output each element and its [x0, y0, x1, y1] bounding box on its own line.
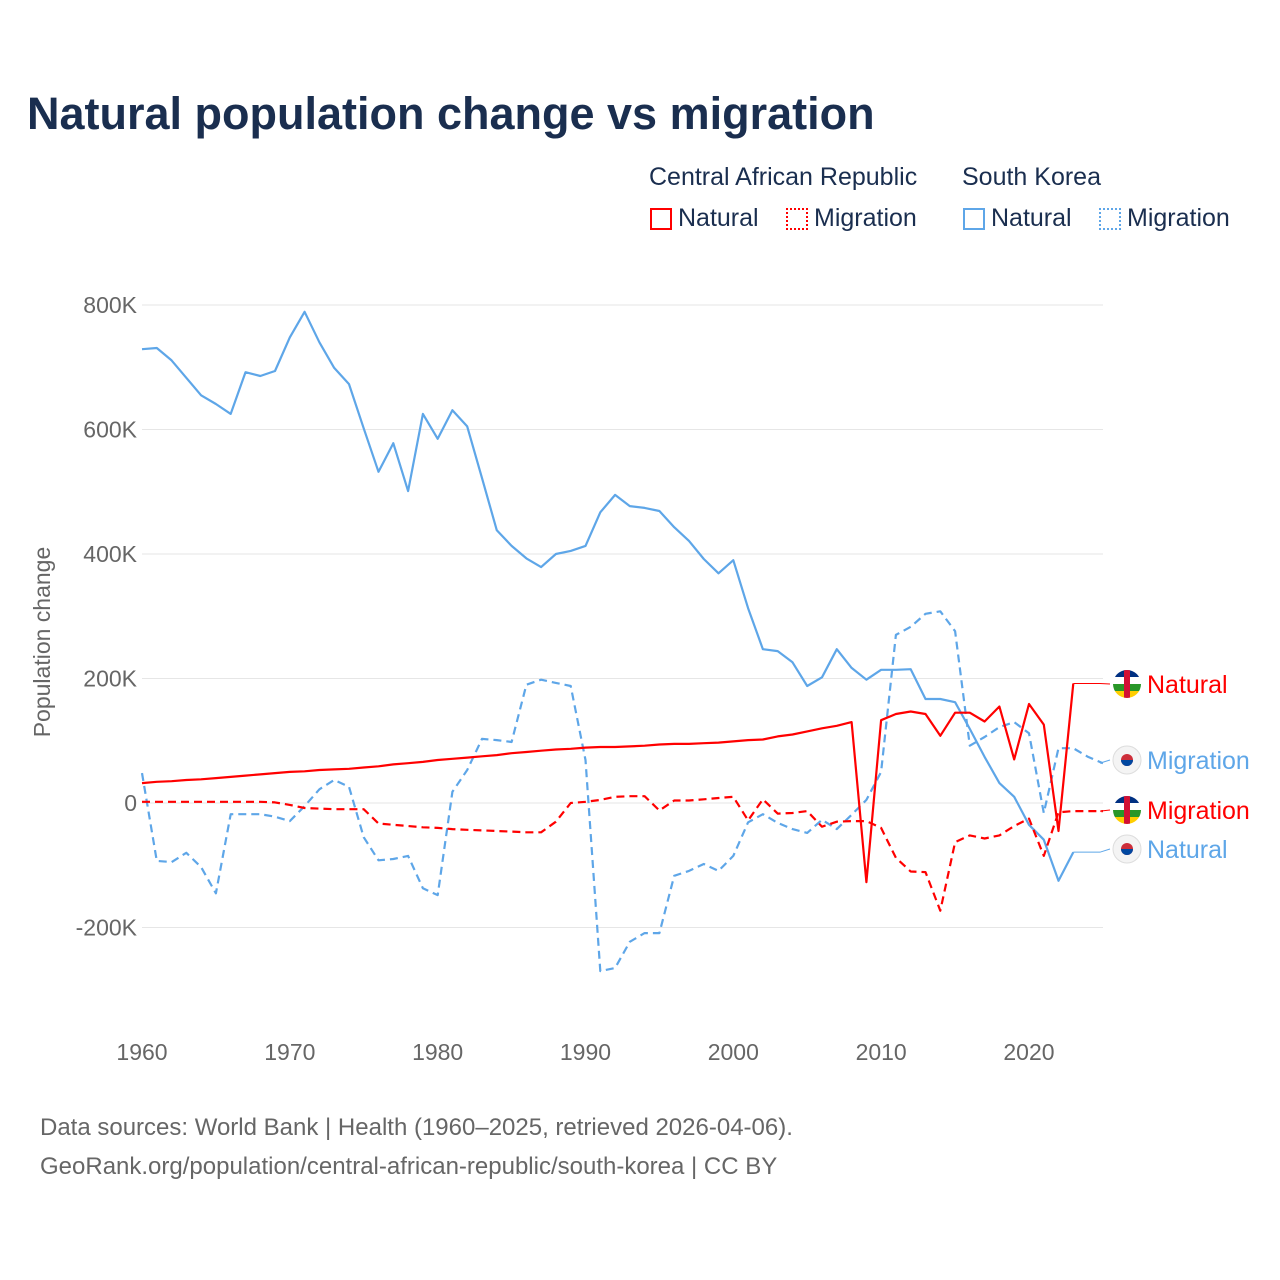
series-end-label: Migration [1147, 747, 1250, 775]
flag-taeguk-blue [1121, 760, 1133, 766]
x-tick-label: 1990 [560, 1039, 611, 1065]
car-flag-icon [1113, 796, 1141, 824]
car-flag-icon [1113, 670, 1141, 698]
x-tick-label: 1970 [264, 1039, 315, 1065]
x-tick-label: 2010 [856, 1039, 907, 1065]
legend-label: Migration [1127, 204, 1230, 232]
legend-swatch-dotted-red [786, 207, 808, 230]
legend-car-natural[interactable]: Natural [650, 204, 759, 233]
flag-red-band [1124, 670, 1130, 698]
label-leader-line [1073, 848, 1111, 853]
x-tick-label: 1980 [412, 1039, 463, 1065]
legend-label: Natural [991, 204, 1072, 232]
y-tick-label: 800K [83, 292, 137, 318]
legend-swatch-solid-red [650, 207, 672, 230]
series-end-label: Migration [1147, 797, 1250, 825]
series-end-label: Natural [1147, 671, 1228, 699]
label-leader-line [1099, 759, 1111, 764]
legend-group-sk: South Korea [962, 163, 1101, 191]
series-line-south-korea-migration [140, 610, 1104, 973]
legend-sk-migration[interactable]: Migration [1099, 204, 1230, 233]
flag-taeguk-blue [1121, 849, 1133, 855]
legend-swatch-dotted-blue [1099, 207, 1121, 230]
south-korea-flag-icon [1112, 745, 1142, 775]
legend-label: Natural [678, 204, 759, 232]
y-tick-label: 600K [83, 417, 137, 443]
y-axis-label: Population change [29, 547, 55, 738]
y-tick-label: -200K [76, 915, 138, 941]
y-tick-label: 0 [124, 790, 137, 816]
legend-car-migration[interactable]: Migration [786, 204, 917, 233]
series-end-label: Natural [1147, 836, 1228, 864]
x-tick-label: 2020 [1003, 1039, 1054, 1065]
flag-red-band [1124, 796, 1130, 824]
chart-title: Natural population change vs migration [27, 88, 875, 139]
source-note: Data sources: World Bank | Health (1960–… [40, 1108, 793, 1186]
x-tick-label: 1960 [116, 1039, 167, 1065]
series-line-south-korea-natural [141, 310, 1075, 882]
y-tick-label: 400K [83, 541, 137, 567]
legend-sk-natural[interactable]: Natural [963, 204, 1072, 233]
flag-body [1113, 670, 1141, 698]
x-tick-label: 2000 [708, 1039, 759, 1065]
label-leader-line [1073, 682, 1111, 685]
south-korea-flag-icon [1112, 834, 1142, 864]
label-leader-line [1099, 809, 1111, 812]
legend-label: Migration [814, 204, 917, 232]
legend-swatch-solid-blue [963, 207, 985, 230]
legend-group-car: Central African Republic [649, 163, 918, 191]
source-line-1: Data sources: World Bank | Health (1960–… [40, 1114, 793, 1141]
y-tick-label: 200K [83, 666, 137, 692]
series-line-central-african-republic-migration [142, 795, 1103, 912]
flag-body [1113, 796, 1141, 824]
series-line-central-african-republic-natural [141, 683, 1075, 884]
source-line-2[interactable]: GeoRank.org/population/central-african-r… [40, 1153, 778, 1180]
